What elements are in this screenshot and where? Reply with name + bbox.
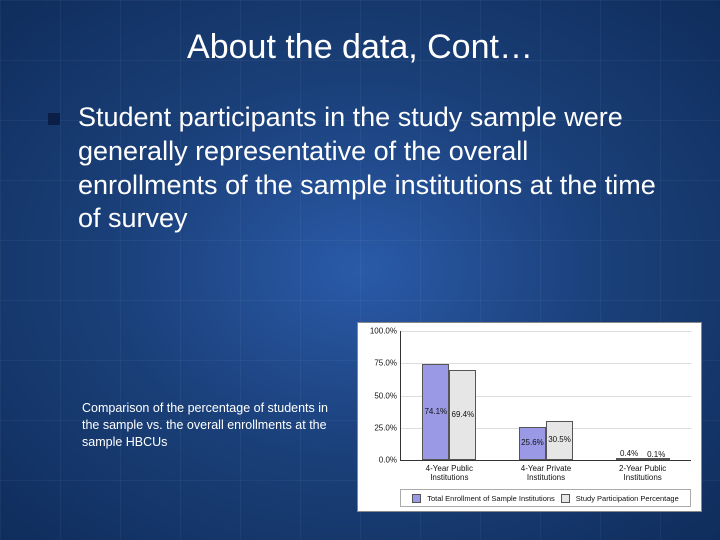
plot-area: 0.0%25.0%50.0%75.0%100.0%74.1%69.4%4-Yea… xyxy=(400,331,691,461)
body-block: Student participants in the study sample… xyxy=(0,67,720,236)
legend-swatch-icon xyxy=(561,494,570,503)
chart-legend: Total Enrollment of Sample Institutions S… xyxy=(400,489,691,507)
bar-value-label: 0.4% xyxy=(620,449,638,458)
y-axis-tick-label: 75.0% xyxy=(359,359,397,368)
y-axis-tick-label: 0.0% xyxy=(359,456,397,465)
y-axis-tick-label: 25.0% xyxy=(359,423,397,432)
legend-label: Total Enrollment of Sample Institutions xyxy=(427,494,555,503)
bar-value-label: 30.5% xyxy=(548,435,571,444)
bar-value-label: 74.1% xyxy=(424,407,447,416)
legend-label: Study Participation Percentage xyxy=(576,494,679,503)
chart-caption: Comparison of the percentage of students… xyxy=(82,400,342,451)
y-axis-tick-label: 50.0% xyxy=(359,391,397,400)
slide-title: About the data, Cont… xyxy=(0,0,720,67)
x-axis-category-label: 4-Year Private Institutions xyxy=(506,464,586,482)
legend-swatch-icon xyxy=(412,494,421,503)
y-axis-tick-label: 100.0% xyxy=(359,327,397,336)
x-axis-category-label: 4-Year Public Institutions xyxy=(409,464,489,482)
bullet-square-icon xyxy=(48,113,60,125)
comparison-bar-chart: 0.0% 25.0% 50.0% 75.0% 100.0% 74.1% 69.4% 4-Yea… xyxy=(357,322,702,512)
body-text: Student participants in the study sample… xyxy=(78,101,672,236)
bar-value-label: 25.6% xyxy=(521,438,544,447)
gridline xyxy=(401,331,691,332)
bar-value-label: 0.1% xyxy=(647,450,665,459)
bar-value-label: 69.4% xyxy=(452,410,475,419)
x-axis-category-label: 2-Year Public Institutions xyxy=(603,464,683,482)
